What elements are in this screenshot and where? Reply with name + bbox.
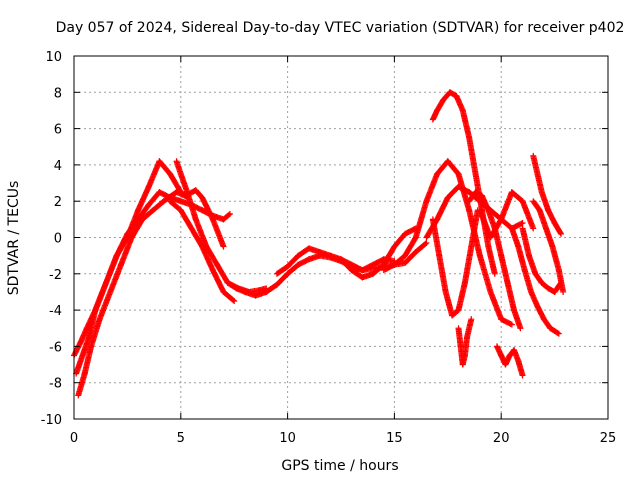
- data-point: [519, 219, 526, 226]
- y-tick-label: -10: [41, 413, 62, 428]
- data-point: [519, 372, 526, 379]
- chart-title: Day 057 of 2024, Sidereal Day-to-day VTE…: [56, 20, 625, 36]
- y-tick-label: 8: [54, 86, 62, 101]
- series-track-3: [75, 187, 227, 399]
- series-track-16: [476, 189, 537, 241]
- y-tick-label: 2: [54, 195, 62, 210]
- data-point: [507, 321, 514, 328]
- grid-lines: [74, 56, 608, 419]
- y-tick-label: 10: [45, 50, 62, 65]
- series-track-2: [73, 158, 191, 377]
- data-point: [557, 280, 564, 287]
- data-point: [558, 279, 565, 286]
- y-tick-label: -4: [49, 304, 62, 319]
- y-tick-label: -8: [49, 377, 62, 392]
- data-point: [530, 225, 537, 232]
- series-track-17: [508, 225, 562, 337]
- x-axis-label: GPS time / hours: [281, 458, 398, 474]
- series-track-8: [338, 225, 419, 281]
- data-point: [220, 243, 227, 250]
- data-point: [517, 325, 524, 332]
- data-point: [518, 220, 525, 227]
- data-point: [558, 230, 565, 237]
- data-point: [230, 297, 237, 304]
- data-point: [231, 298, 238, 305]
- series-track-18: [530, 198, 567, 295]
- series-track-11: [429, 207, 481, 319]
- series-track-4: [173, 158, 270, 295]
- x-tick-label: 10: [279, 431, 296, 446]
- data-point: [422, 240, 429, 247]
- y-tick-label: -6: [49, 340, 62, 355]
- series-track-14: [466, 189, 524, 332]
- series-track-5: [167, 198, 238, 305]
- data-points: [71, 89, 567, 399]
- x-tick-label: 25: [600, 431, 617, 446]
- x-tick-label: 0: [70, 431, 78, 446]
- y-tick-label: 4: [54, 159, 62, 174]
- series-track-19: [519, 225, 565, 295]
- x-tick-label: 5: [177, 431, 185, 446]
- y-tick-label: -2: [49, 268, 62, 283]
- series-track-13: [455, 316, 475, 368]
- y-tick-label: 0: [54, 232, 62, 247]
- y-axis-label: SDTVAR / TECUs: [6, 181, 22, 296]
- data-point: [468, 316, 475, 323]
- data-point: [226, 210, 233, 217]
- axis-ticks: 0 5 10 15 20 25 -10 -8 -6 -4 -2 0 2 4 6 8 10: [41, 50, 617, 446]
- x-tick-label: 15: [386, 431, 403, 446]
- data-point: [554, 330, 561, 337]
- data-point: [491, 270, 498, 277]
- series-track-15: [493, 343, 526, 379]
- data-point: [555, 330, 562, 337]
- data-point: [508, 321, 515, 328]
- data-point: [557, 229, 564, 236]
- x-tick-label: 20: [493, 431, 510, 446]
- y-tick-label: 6: [54, 123, 62, 138]
- data-point: [560, 288, 567, 295]
- series-track-20: [530, 152, 565, 237]
- data-point: [423, 239, 430, 246]
- data-point: [225, 211, 232, 218]
